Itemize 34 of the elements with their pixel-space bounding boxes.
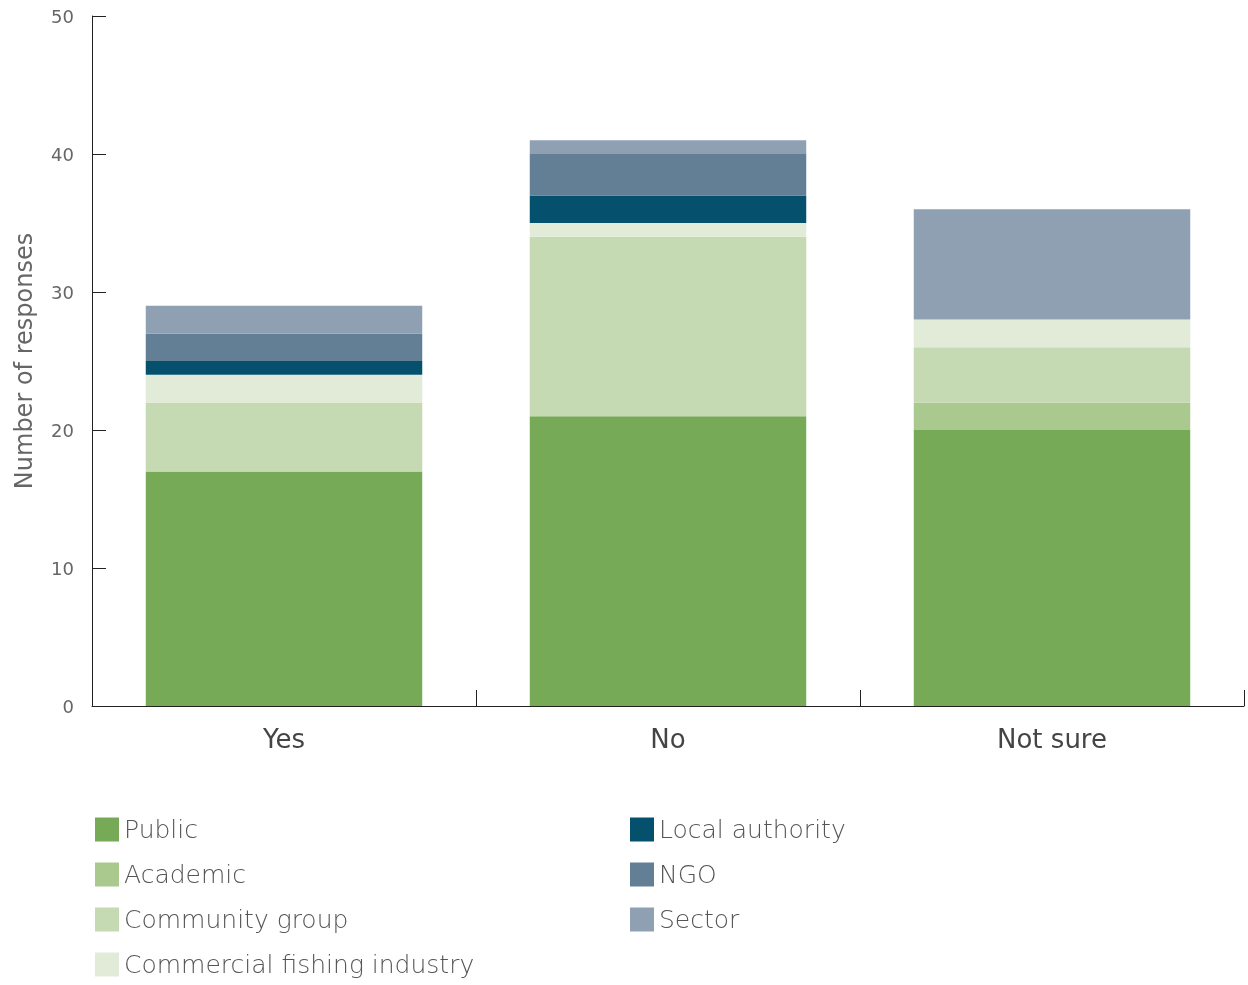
bar — [529, 154, 807, 196]
y-tick-label: 10 — [51, 557, 74, 579]
y-tick-label: 40 — [51, 143, 74, 165]
legend-label: Sector — [659, 905, 741, 934]
bar — [145, 374, 423, 403]
y-axis-title: Number of responses — [10, 232, 38, 490]
bar — [529, 140, 807, 154]
y-tick-label: 30 — [51, 281, 74, 303]
bar — [529, 236, 807, 417]
legend-label: Local authority — [659, 815, 846, 844]
x-tick-label: No — [650, 724, 686, 754]
bar — [145, 471, 423, 706]
legend-label: NGO — [659, 860, 717, 889]
bar — [529, 223, 807, 237]
bar — [913, 347, 1191, 403]
x-tick-label: Yes — [262, 724, 305, 754]
y-tick-label: 20 — [51, 419, 74, 441]
bar — [145, 402, 423, 472]
x-tick-label: Not sure — [997, 724, 1107, 754]
bar — [913, 402, 1191, 430]
bar — [913, 319, 1191, 348]
bar — [145, 333, 423, 361]
bar — [529, 195, 807, 223]
legend-label: Public — [124, 815, 198, 844]
y-tick-label: 0 — [62, 695, 74, 717]
bar — [913, 209, 1191, 320]
bar — [913, 430, 1191, 706]
y-tick-label: 50 — [51, 5, 74, 27]
bar — [529, 416, 807, 706]
legend-label: Academic — [124, 860, 247, 889]
bar — [145, 361, 423, 375]
bar — [145, 305, 423, 334]
legend-label: Commercial fishing industry — [124, 950, 475, 979]
legend-label: Community group — [124, 905, 349, 934]
